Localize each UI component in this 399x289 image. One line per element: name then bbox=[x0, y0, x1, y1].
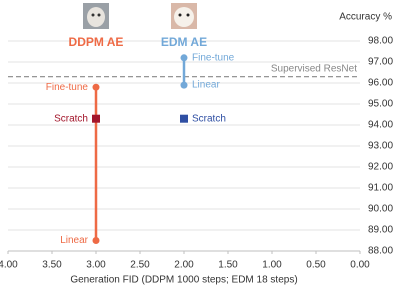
y-tick-label: 94.00 bbox=[368, 120, 393, 131]
dog-eye bbox=[178, 13, 182, 17]
y-axis-title: Accuracy % bbox=[339, 12, 392, 23]
ddpm-thumbnail bbox=[83, 3, 109, 29]
x-tick-label: 3.00 bbox=[86, 260, 106, 271]
point-marker bbox=[92, 237, 100, 244]
y-tick-label: 93.00 bbox=[368, 141, 393, 152]
point-label: Scratch bbox=[192, 113, 226, 124]
y-tick-label: 91.00 bbox=[368, 183, 393, 194]
point-label: Linear bbox=[192, 80, 220, 91]
x-tick-label: 1.50 bbox=[218, 260, 238, 271]
point-label: Fine-tune bbox=[46, 82, 89, 93]
reference-label: Supervised ResNet bbox=[271, 63, 357, 74]
y-tick-label: 97.00 bbox=[368, 57, 393, 68]
y-tick-label: 96.00 bbox=[368, 78, 393, 89]
y-tick-label: 92.00 bbox=[368, 162, 393, 173]
x-tick-label: 2.50 bbox=[130, 260, 150, 271]
edm-thumbnail bbox=[171, 3, 197, 29]
y-tick-label: 98.00 bbox=[368, 36, 393, 47]
x-tick-label: 4.00 bbox=[0, 260, 18, 271]
point-marker bbox=[92, 83, 100, 91]
y-tick-label: 89.00 bbox=[368, 225, 393, 236]
point-label: Fine-tune bbox=[192, 52, 235, 63]
y-tick-label: 90.00 bbox=[368, 204, 393, 215]
scratch-marker bbox=[180, 114, 188, 123]
point-label: Scratch bbox=[54, 113, 88, 124]
point-label: Linear bbox=[60, 235, 88, 246]
point-marker bbox=[180, 81, 188, 89]
dog-eye bbox=[97, 13, 101, 17]
x-tick-label: 2.00 bbox=[174, 260, 194, 271]
y-tick-label: 95.00 bbox=[368, 99, 393, 110]
x-tick-label: 1.00 bbox=[262, 260, 282, 271]
series-name: EDM AE bbox=[161, 35, 207, 49]
point-marker bbox=[180, 54, 188, 62]
x-tick-label: 0.50 bbox=[306, 260, 326, 271]
x-tick-label: 0.00 bbox=[350, 260, 370, 271]
series-name: DDPM AE bbox=[69, 35, 124, 49]
scratch-marker bbox=[92, 114, 100, 123]
dog-eye bbox=[186, 13, 190, 17]
dog-face bbox=[174, 7, 194, 27]
dog-face bbox=[87, 7, 105, 27]
x-tick-label: 3.50 bbox=[42, 260, 62, 271]
y-tick-label: 88.00 bbox=[368, 246, 393, 257]
dog-eye bbox=[91, 13, 95, 17]
x-axis-title: Generation FID (DDPM 1000 steps; EDM 18 … bbox=[70, 275, 297, 286]
